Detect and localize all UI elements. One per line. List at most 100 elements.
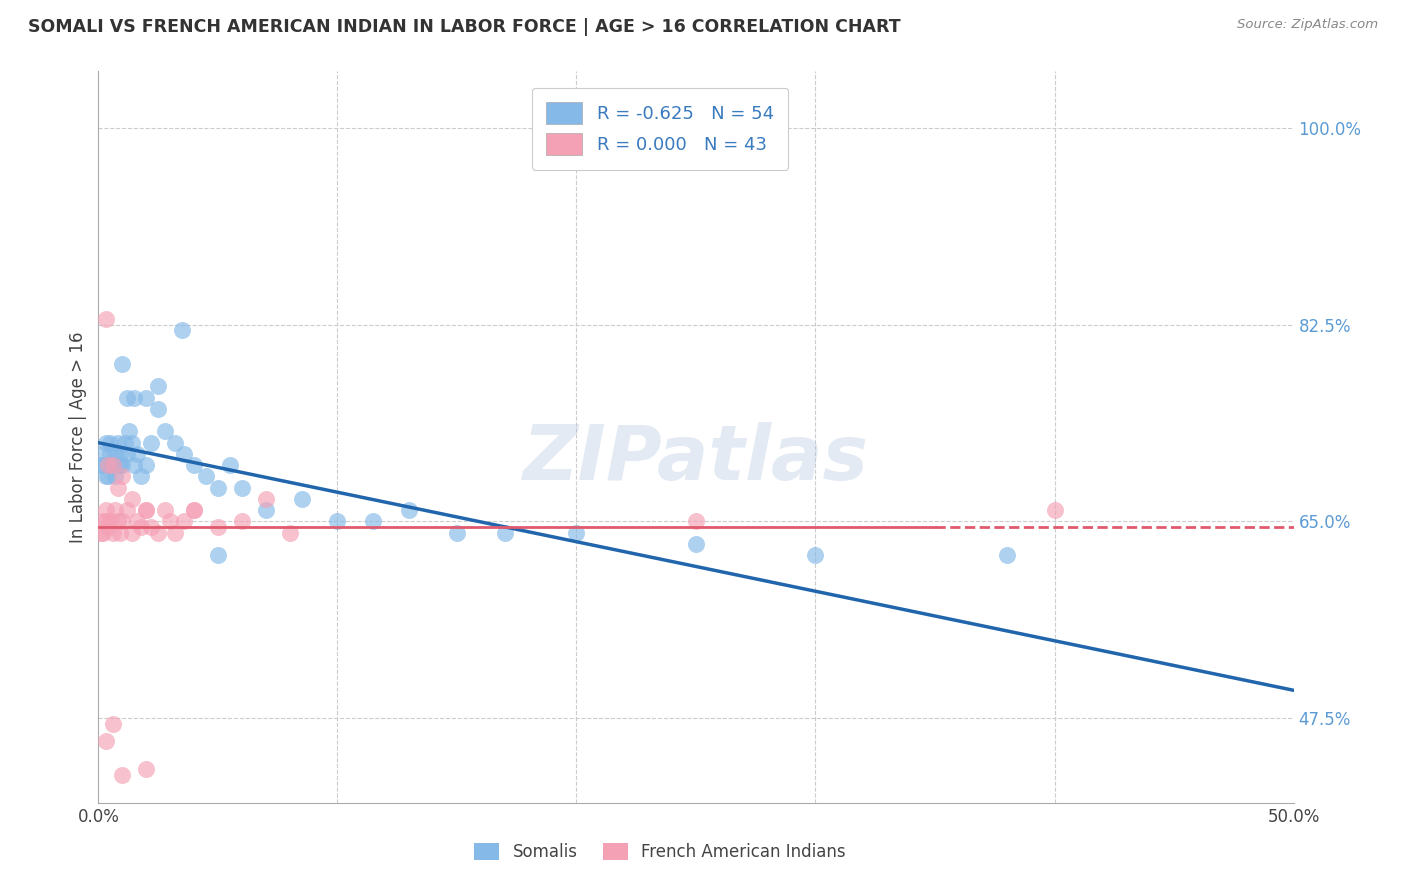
Point xyxy=(131,469,153,483)
Point xyxy=(104,447,127,461)
Point xyxy=(98,435,122,450)
Text: Source: ZipAtlas.com: Source: ZipAtlas.com xyxy=(1237,18,1378,31)
Point xyxy=(104,469,127,483)
Point xyxy=(121,491,143,506)
Point xyxy=(121,525,143,540)
Point xyxy=(685,537,707,551)
Point xyxy=(183,503,205,517)
Point xyxy=(183,458,205,473)
Legend: Somalis, French American Indians: Somalis, French American Indians xyxy=(468,836,852,868)
Point xyxy=(148,379,170,393)
Point xyxy=(183,503,205,517)
Point xyxy=(107,515,129,529)
Point xyxy=(231,515,253,529)
Point xyxy=(107,458,129,473)
Point xyxy=(163,525,186,540)
Point xyxy=(278,525,301,540)
Point xyxy=(111,515,134,529)
Point xyxy=(131,520,153,534)
Point xyxy=(207,548,229,562)
Point xyxy=(97,469,120,483)
Point xyxy=(291,491,314,506)
Point xyxy=(195,469,218,483)
Point xyxy=(135,458,157,473)
Point xyxy=(1043,503,1066,517)
Point xyxy=(111,469,134,483)
Point xyxy=(207,481,229,495)
Point xyxy=(118,425,141,439)
Point xyxy=(155,425,177,439)
Point xyxy=(94,734,117,748)
Point xyxy=(97,520,120,534)
Point xyxy=(135,503,157,517)
Point xyxy=(91,458,114,473)
Point xyxy=(111,767,134,781)
Point xyxy=(219,458,242,473)
Point xyxy=(98,447,122,461)
Point xyxy=(101,525,124,540)
Point xyxy=(91,525,114,540)
Point xyxy=(125,447,148,461)
Point xyxy=(107,481,129,495)
Point xyxy=(94,503,117,517)
Point xyxy=(446,807,468,822)
Point xyxy=(90,458,112,473)
Point xyxy=(124,458,146,473)
Point xyxy=(326,515,349,529)
Point xyxy=(363,515,385,529)
Point xyxy=(135,503,157,517)
Point xyxy=(494,525,516,540)
Point xyxy=(398,503,420,517)
Point xyxy=(172,323,194,337)
Point xyxy=(159,515,181,529)
Point xyxy=(155,503,177,517)
Point xyxy=(121,435,143,450)
Point xyxy=(98,515,122,529)
Text: SOMALI VS FRENCH AMERICAN INDIAN IN LABOR FORCE | AGE > 16 CORRELATION CHART: SOMALI VS FRENCH AMERICAN INDIAN IN LABO… xyxy=(28,18,901,36)
Point xyxy=(446,525,468,540)
Point xyxy=(207,520,229,534)
Point xyxy=(101,458,124,473)
Point xyxy=(115,447,138,461)
Point xyxy=(101,458,124,473)
Point xyxy=(565,525,588,540)
Point xyxy=(685,126,707,140)
Point xyxy=(104,503,127,517)
Point xyxy=(125,515,148,529)
Point xyxy=(173,515,195,529)
Point xyxy=(114,435,136,450)
Point xyxy=(135,762,157,776)
Point xyxy=(254,491,277,506)
Point xyxy=(111,458,134,473)
Point xyxy=(97,458,120,473)
Point xyxy=(94,435,117,450)
Point xyxy=(995,548,1018,562)
Text: ZIPatlas: ZIPatlas xyxy=(523,422,869,496)
Point xyxy=(94,469,117,483)
Point xyxy=(111,357,134,371)
Point xyxy=(90,525,112,540)
Point xyxy=(101,717,124,731)
Point xyxy=(139,435,162,450)
Point xyxy=(163,435,186,450)
Point xyxy=(139,520,162,534)
Point xyxy=(254,503,277,517)
Point xyxy=(148,401,170,416)
Point xyxy=(108,525,131,540)
Point xyxy=(231,481,253,495)
Point xyxy=(685,515,707,529)
Point xyxy=(91,515,114,529)
Point xyxy=(107,435,129,450)
Point xyxy=(115,503,138,517)
Point xyxy=(108,447,131,461)
Y-axis label: In Labor Force | Age > 16: In Labor Force | Age > 16 xyxy=(69,331,87,543)
Point xyxy=(124,391,146,405)
Point xyxy=(115,391,138,405)
Point xyxy=(101,458,124,473)
Point xyxy=(94,515,117,529)
Point xyxy=(804,548,827,562)
Point xyxy=(94,312,117,326)
Point xyxy=(108,458,131,473)
Point xyxy=(173,447,195,461)
Point xyxy=(91,447,114,461)
